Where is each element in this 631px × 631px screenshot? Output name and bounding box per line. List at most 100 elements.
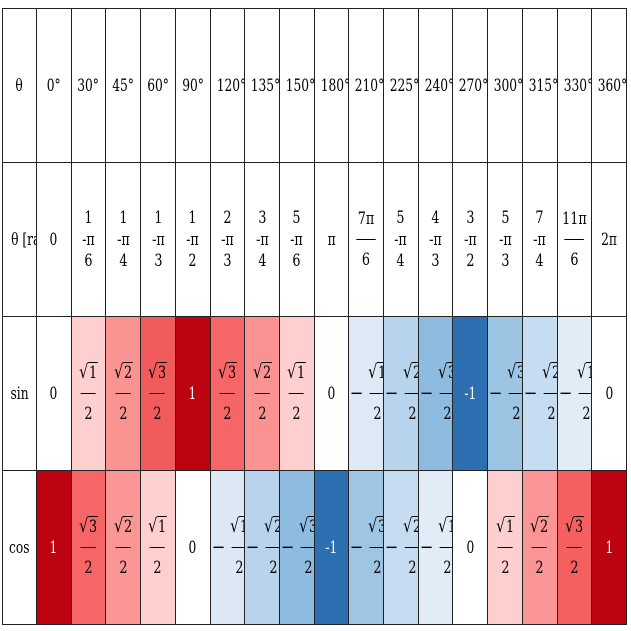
sqrt-fraction: √3 2 xyxy=(562,515,587,578)
fraction: √22 xyxy=(403,516,418,578)
radian-fraction: 2 -π 3 xyxy=(221,207,234,272)
sqrt-numerator: √3 xyxy=(507,361,522,384)
sqrt-fraction: √1 2 xyxy=(284,362,309,424)
fraction-bar xyxy=(115,393,131,394)
fraction-denominator: 2 xyxy=(119,404,128,424)
cell-degree: 30° xyxy=(70,8,107,163)
cell-radian: 7π 6 xyxy=(348,162,385,317)
value: 1 xyxy=(188,384,197,404)
cell-sin: −√1 2 xyxy=(348,316,385,471)
fraction-numerator: 1 xyxy=(119,207,128,228)
sqrt-numerator: √3 xyxy=(79,516,98,538)
sqrt-icon: √ xyxy=(218,361,228,384)
minus-sign: − xyxy=(558,383,572,404)
degree-value: 150° xyxy=(285,76,315,96)
degree-value: 180° xyxy=(320,76,349,96)
fraction-bar xyxy=(532,547,548,548)
fraction-denominator: 2 xyxy=(547,404,556,424)
cell-degree: 45° xyxy=(105,8,142,163)
fraction: √1 2 xyxy=(577,362,591,424)
sqrt-numerator: √2 xyxy=(542,362,557,384)
fraction: √22 xyxy=(403,362,418,424)
cell-degree: 225° xyxy=(383,8,419,163)
fraction-bar xyxy=(439,393,452,394)
sqrt-icon: √ xyxy=(565,515,575,538)
degree-value: 120° xyxy=(216,76,245,96)
fraction-pi: -π xyxy=(116,229,130,250)
radicand: 2 xyxy=(412,362,418,384)
fraction: √3 2 xyxy=(507,361,522,424)
degree-value: 90° xyxy=(181,76,204,96)
radicand: 2 xyxy=(273,516,279,538)
cell-cos: √2 2 xyxy=(521,470,558,625)
fraction-numerator: 1 xyxy=(84,207,93,228)
fraction-numerator: 2 xyxy=(223,207,232,228)
fraction-denominator: 2 xyxy=(500,558,510,578)
sqrt-fraction: √2 2 xyxy=(111,362,136,424)
radicand: 3 xyxy=(88,516,98,538)
fraction: √3 2 xyxy=(218,361,237,424)
radian-fraction: 7 -π 4 xyxy=(533,209,546,272)
sqrt-numerator: √3 xyxy=(299,516,314,538)
sqrt-numerator: √1 xyxy=(369,362,383,384)
fraction: √3 2 xyxy=(79,516,98,578)
sqrt-fraction: −√3 2 xyxy=(280,516,314,578)
sqrt-fraction: √2 2 xyxy=(527,516,552,578)
fraction-bar xyxy=(289,393,305,394)
degree-value: 135° xyxy=(250,76,280,96)
cell-radian: 1 -π 2 xyxy=(174,162,211,317)
fraction-denominator: 2 xyxy=(257,404,267,424)
row-label-sin: sin xyxy=(2,316,37,471)
cell-sin: 0 xyxy=(36,316,72,471)
cell-cos: 0 xyxy=(174,470,211,625)
trig-values-table: θ 0° 30° 45° 60° 90° 120° 135° 150° 180° 210° 225°… xyxy=(2,8,627,625)
radian-fraction: 5 -π 4 xyxy=(395,209,408,272)
degree-value: 300° xyxy=(493,76,523,96)
radian-fraction: 11π 6 xyxy=(562,210,587,270)
cell-cos: −√22 xyxy=(244,470,280,625)
fraction-denominator: 4 xyxy=(258,251,267,272)
fraction-bar xyxy=(254,393,270,394)
fraction-numerator: 3 xyxy=(466,207,475,228)
fraction-denominator: 2 xyxy=(570,558,579,578)
sqrt-numerator: √2 xyxy=(403,516,418,538)
radicand: 3 xyxy=(157,362,168,384)
fraction: √1 2 xyxy=(287,362,307,424)
cell-degree: 315° xyxy=(521,8,558,163)
sqrt-icon: √ xyxy=(264,515,274,538)
sqrt-icon: √ xyxy=(507,361,517,384)
fraction: √1 2 xyxy=(496,516,515,578)
cell-cos: −√22 xyxy=(383,470,419,625)
cell-sin: √2 2 xyxy=(105,316,142,471)
sqrt-numerator: √2 xyxy=(530,516,550,538)
fraction-denominator: 2 xyxy=(582,404,591,424)
sqrt-numerator: √1 xyxy=(149,516,168,538)
sqrt-icon: √ xyxy=(79,361,89,384)
cell-degree: 270° xyxy=(452,8,489,163)
fraction: √1 2 xyxy=(149,516,168,578)
cell-cos: √2 2 xyxy=(105,470,142,625)
fraction-bar xyxy=(115,547,131,548)
degree-value: 30° xyxy=(77,76,100,96)
minus-sign: − xyxy=(523,383,538,404)
fraction-bar xyxy=(370,393,383,394)
radicand: 1 xyxy=(585,362,591,384)
radicand: 2 xyxy=(122,362,133,384)
cell-degree: 360° xyxy=(591,8,627,163)
fraction-denominator: 4 xyxy=(396,251,405,272)
fraction-denominator: 3 xyxy=(153,251,163,272)
fraction-bar xyxy=(266,547,279,548)
fraction-denominator: 3 xyxy=(500,251,510,272)
cell-sin: √3 2 xyxy=(140,316,176,471)
minus-sign: − xyxy=(211,537,225,558)
minus-sign: − xyxy=(350,383,364,404)
fraction-denominator: 2 xyxy=(188,251,197,272)
fraction-denominator: 3 xyxy=(431,251,440,272)
sqrt-fraction: √1 2 xyxy=(145,516,170,578)
row-label-theta-rad: θ [rad] xyxy=(2,162,37,317)
row-sin: sin 0√12√22√321√32√22√120−√12−√22−√32-1−… xyxy=(2,316,627,471)
row-theta-degrees: θ 0° 30° 45° 60° 90° 120° 135° 150° 180° 210° 225°… xyxy=(2,8,627,163)
fraction-denominator: 2 xyxy=(269,558,278,578)
cell-radian: 11π 6 xyxy=(556,162,593,317)
